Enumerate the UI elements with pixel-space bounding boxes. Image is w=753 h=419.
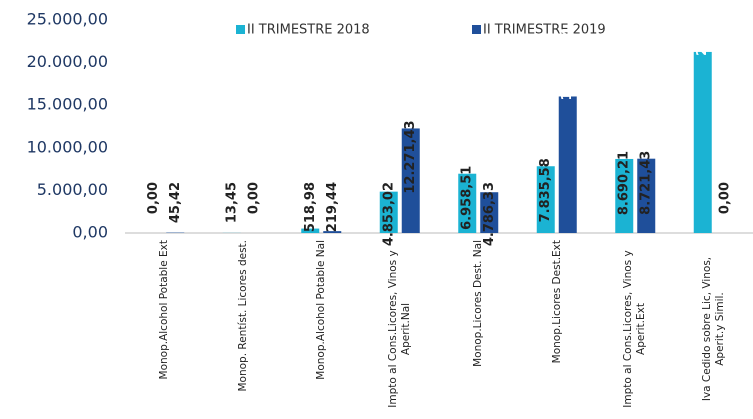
- x-tick-label-box: Impto al Cons.Licores, Vinos y Aperit.Na…: [384, 240, 416, 418]
- bar: [693, 51, 712, 234]
- x-tick-label-box: Monop.Licores Dest.Ext: [541, 240, 573, 418]
- value-label: 6.958,51: [460, 166, 475, 230]
- y-tick-label: 25.000,00: [27, 10, 108, 29]
- bar: [558, 96, 577, 234]
- x-tick-label-box: Monop.Alcohol Potable Ext: [148, 240, 180, 418]
- value-label: 12.271,43: [403, 120, 418, 193]
- value-label: 8.721,43: [639, 151, 654, 215]
- value-label: 4.786,33: [482, 182, 497, 246]
- y-tick-label: 0,00: [72, 223, 108, 242]
- x-tick-label-box: Iva Cedido sobre Lic, Vinos, Aperit.y Si…: [698, 240, 730, 418]
- value-label: 13,45: [224, 182, 239, 223]
- x-tick-label-box: Impto al Cons.Licores, Vinos y Aperit.Ex…: [619, 240, 651, 418]
- bar: [615, 158, 634, 233]
- value-label: 518,98: [303, 182, 318, 232]
- x-tick-label: Monop.Alcohol Potable Ext: [157, 240, 170, 380]
- y-tick-label: 15.000,00: [27, 95, 108, 114]
- x-tick-label: Monop.Licores Dest.Ext: [550, 240, 563, 364]
- bar: [458, 173, 477, 233]
- x-tick-label: Impto al Cons.Licores, Vinos y Aperit.Ex…: [622, 250, 648, 408]
- bar: [480, 192, 499, 233]
- value-label: 0,00: [146, 182, 161, 214]
- bar: [379, 191, 398, 233]
- value-label: 7.835,58: [538, 158, 553, 222]
- value-label: 219,44: [325, 182, 340, 232]
- legend-swatch: [236, 25, 245, 34]
- x-tick-label-box: Monop.Licores Dest. Nal: [462, 240, 494, 418]
- value-label: 16.023,44: [560, 27, 575, 100]
- bar: [401, 128, 420, 233]
- bar: [536, 166, 555, 233]
- legend-label: II TRIMESTRE 2018: [247, 23, 370, 38]
- x-tick-label-box: Monop. Rentíst. Licores dest.: [227, 240, 259, 418]
- x-tick-label: Impto al Cons.Licores, Vinos y Aperit.Na…: [386, 250, 412, 408]
- value-label: 8.690,21: [617, 151, 632, 215]
- x-tick-label-box: Monop.Alcohol Potable Nal: [305, 240, 337, 418]
- legend-label: II TRIMESTRE 2019: [483, 23, 606, 38]
- x-tick-label: Iva Cedido sobre Lic, Vinos, Aperit.y Si…: [700, 256, 726, 402]
- y-tick-label: 20.000,00: [27, 52, 108, 71]
- bar: [323, 231, 342, 233]
- x-tick-label: Monop.Alcohol Potable Nal: [314, 240, 327, 380]
- value-label: 45,42: [168, 182, 183, 223]
- value-label: 4.853,02: [381, 182, 396, 246]
- value-label: 21.252,00: [695, 0, 710, 56]
- y-tick-label: 5.000,00: [37, 180, 108, 199]
- bar: [301, 228, 320, 233]
- legend-swatch: [472, 25, 481, 34]
- value-label: 0,00: [717, 182, 732, 214]
- value-label: 0,00: [246, 182, 261, 214]
- x-tick-label: Monop.Licores Dest. Nal: [471, 240, 484, 367]
- bar: [637, 158, 656, 233]
- y-tick-label: 10.000,00: [27, 137, 108, 156]
- x-tick-label: Monop. Rentíst. Licores dest.: [236, 240, 249, 392]
